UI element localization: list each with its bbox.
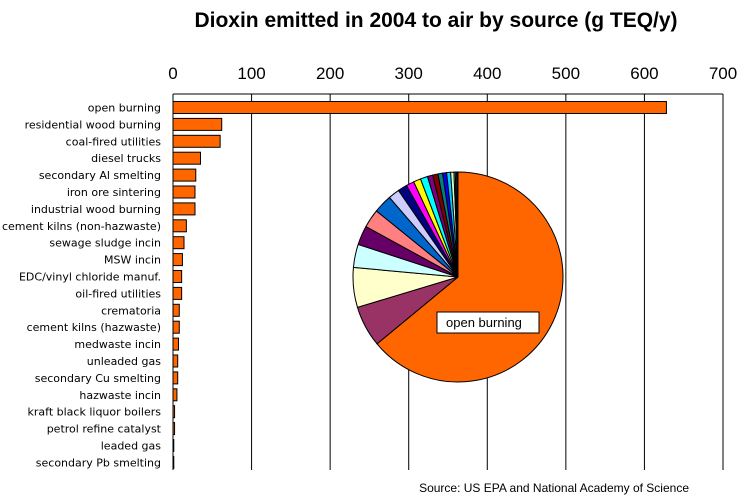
- bar: [172, 185, 196, 199]
- bar: [172, 134, 221, 148]
- category-label: medwaste incin: [74, 338, 161, 351]
- category-label: cement kilns (hazwaste): [27, 321, 161, 334]
- category-label: industrial wood burning: [31, 203, 161, 216]
- x-tick-label: 600: [630, 64, 658, 83]
- x-tick-label: 100: [237, 64, 265, 83]
- category-label: unleaded gas: [87, 355, 161, 368]
- bar: [172, 455, 175, 469]
- category-label: iron ore sintering: [67, 186, 161, 199]
- category-label: crematoria: [101, 304, 161, 317]
- source-note: Source: US EPA and National Academy of S…: [419, 481, 689, 495]
- category-label: MSW incin: [104, 254, 161, 267]
- bar: [172, 168, 197, 182]
- category-label: kraft black liquor boilers: [28, 406, 162, 419]
- chart-title: Dioxin emitted in 2004 to air by source …: [194, 9, 677, 32]
- bar: [172, 270, 183, 283]
- pie-label: open burning: [446, 315, 522, 330]
- category-label: leaded gas: [101, 440, 162, 453]
- bars: [172, 101, 667, 469]
- bar: [172, 405, 176, 419]
- bar: [172, 422, 176, 436]
- bar: [172, 219, 187, 233]
- pie-slice: [456, 171, 459, 278]
- bar: [172, 371, 179, 385]
- bar: [172, 286, 183, 300]
- bar: [172, 354, 179, 368]
- bar: [172, 117, 223, 131]
- category-label: oil-fired utilities: [75, 287, 161, 300]
- x-tick-label: 200: [316, 64, 344, 83]
- bar: [172, 320, 180, 334]
- x-tick-label: 400: [473, 64, 501, 83]
- x-tick-label: 0: [168, 64, 177, 83]
- x-tick-label: 700: [709, 64, 737, 83]
- category-label: secondary Pb smelting: [36, 456, 161, 469]
- category-label: open burning: [88, 102, 161, 115]
- category-label: secondary Cu smelting: [35, 372, 161, 385]
- pie-label-box: [436, 311, 540, 334]
- x-tick-label: 300: [395, 64, 423, 83]
- category-label: coal-fired utilities: [66, 135, 162, 148]
- bar: [172, 151, 201, 165]
- bar: [172, 337, 179, 351]
- category-label: cement kilns (non-hazwaste): [2, 220, 161, 233]
- x-tick-label: 500: [552, 64, 580, 83]
- category-label: residential wood burning: [25, 118, 161, 131]
- category-label: secondary Al smelting: [39, 169, 161, 182]
- bar: [172, 388, 178, 402]
- bar: [172, 202, 196, 216]
- bar: [172, 253, 183, 267]
- category-label: hazwaste incin: [79, 389, 161, 402]
- category-label: EDC/vinyl chloride manuf.: [19, 271, 161, 284]
- bar: [172, 236, 185, 250]
- bar: [172, 101, 667, 114]
- category-label: petrol refine catalyst: [47, 423, 162, 436]
- bar: [172, 303, 180, 317]
- category-labels: open burning residential wood burning coal…: [2, 102, 162, 470]
- category-label: diesel trucks: [91, 152, 161, 165]
- category-label: sewage sludge incin: [49, 237, 161, 250]
- x-tick-labels: 0 100 200 300 400 500 600 700: [168, 64, 737, 83]
- bar: [172, 439, 175, 452]
- inset-pie-chart: [352, 171, 564, 383]
